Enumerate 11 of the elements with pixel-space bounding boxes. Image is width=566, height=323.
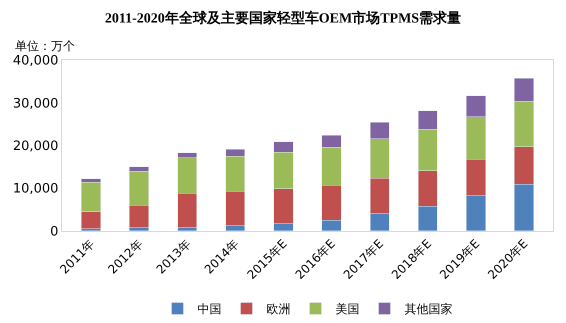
legend-label: 中国 — [198, 302, 222, 316]
y-tick-label: 20,000 — [12, 138, 58, 154]
y-tick-label: 30,000 — [12, 96, 58, 112]
y-tick-label: 10,000 — [12, 182, 58, 197]
legend-label: 美国 — [336, 302, 360, 316]
y-tick-label: 0 — [50, 224, 58, 240]
legend-label: 其他国家 — [404, 302, 452, 316]
y-tick-label: 40,000 — [12, 54, 58, 69]
chart-title: 2011-2020年全球及主要国家轻型车OEM市场TPMS需求量 — [104, 10, 462, 27]
y-axis-title: 单位：万个 — [15, 39, 75, 53]
legend-label: 欧洲 — [266, 302, 290, 316]
